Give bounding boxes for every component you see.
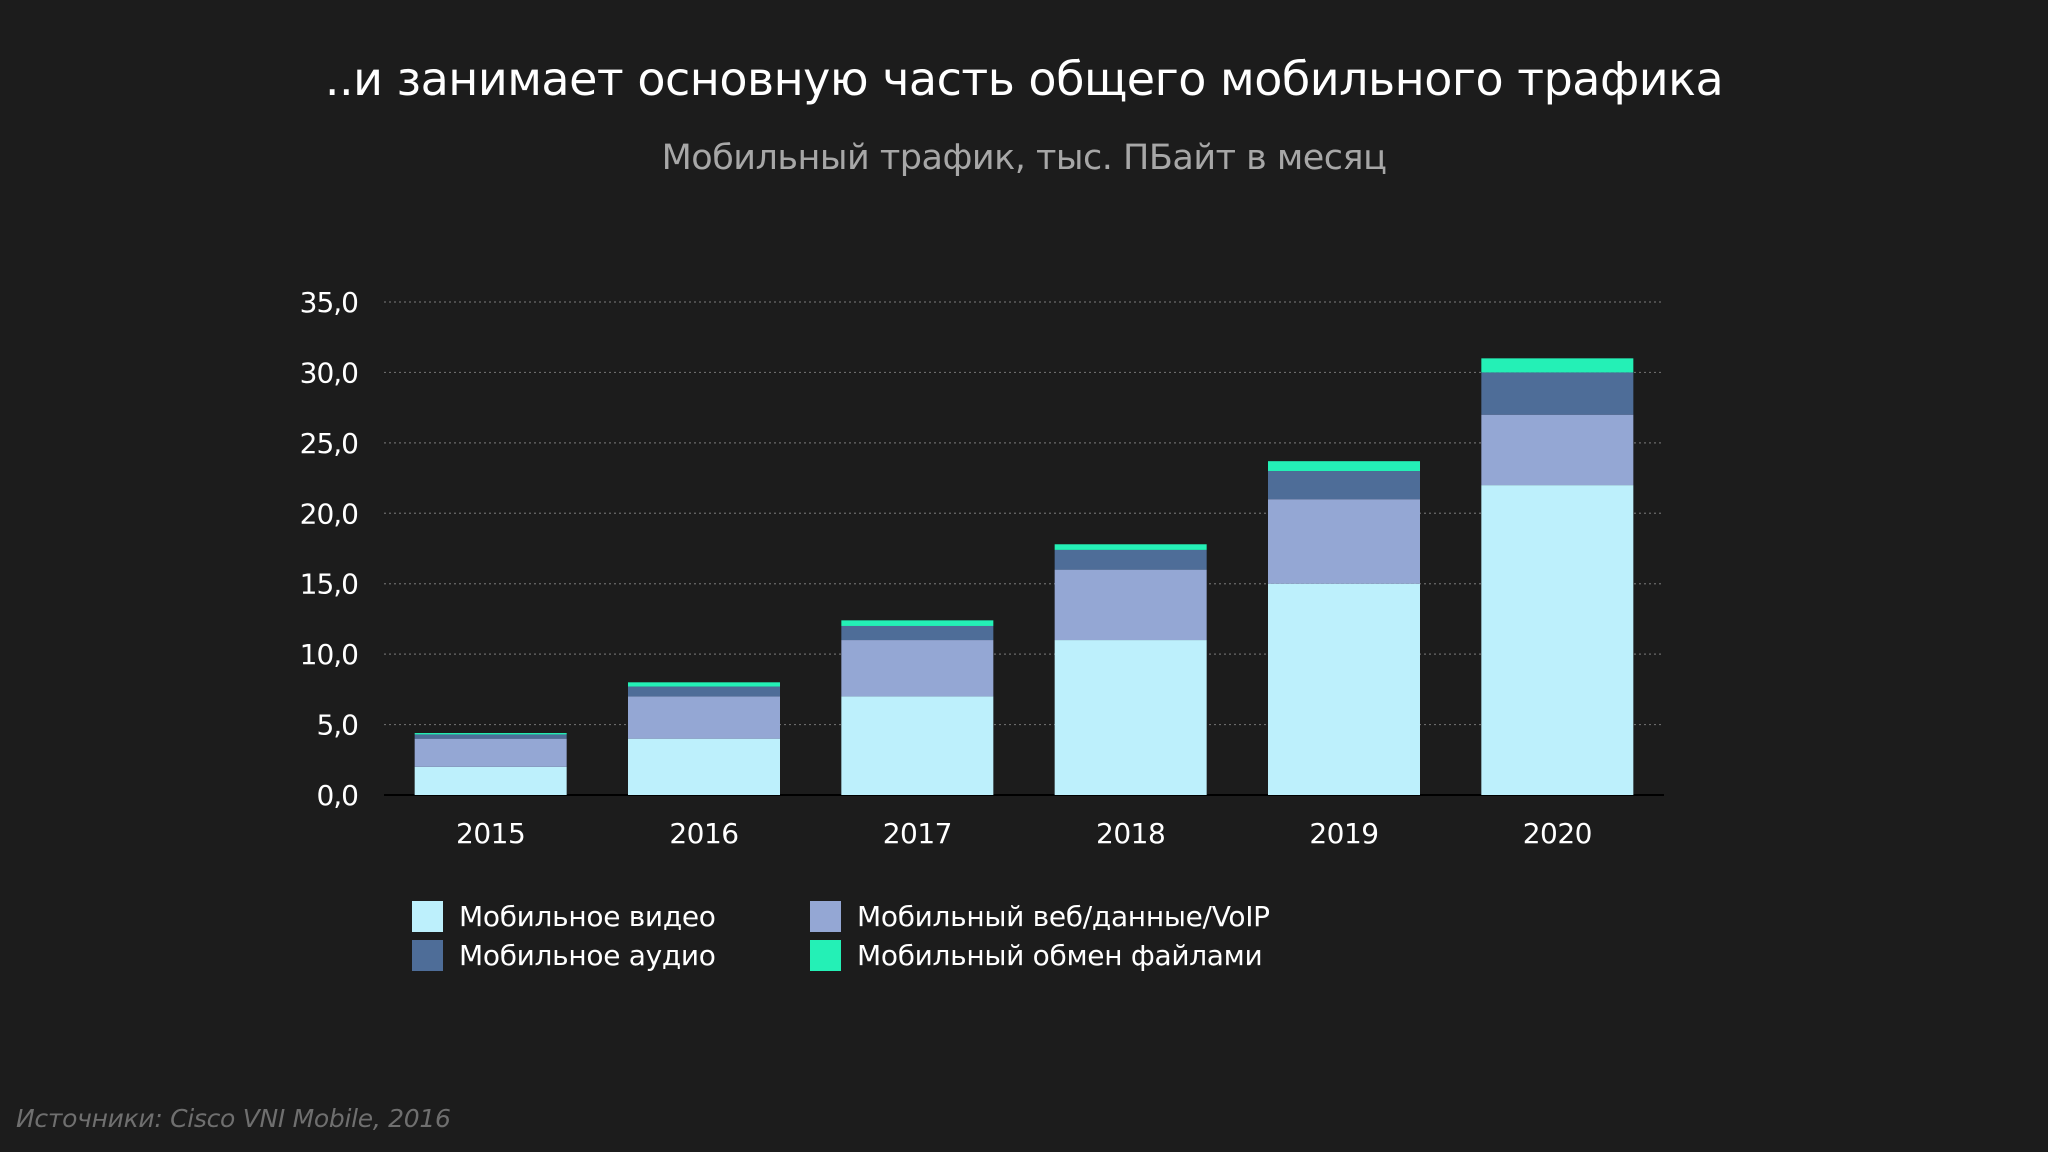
y-tick-label: 0,0 xyxy=(316,779,358,812)
legend-item-video: Мобильное видео xyxy=(412,898,716,934)
bar-segment-2016-0 xyxy=(628,738,780,795)
bar-segment-2020-0 xyxy=(1481,485,1634,795)
bar-segment-2016-2 xyxy=(628,686,780,697)
bar-segment-2019-1 xyxy=(1268,499,1420,584)
legend-label-audio: Мобильное аудио xyxy=(459,938,716,972)
bar-segment-2015-1 xyxy=(414,738,567,767)
bar-segment-2018-2 xyxy=(1054,549,1207,570)
bar-segment-2017-3 xyxy=(841,620,994,626)
x-tick-label-2020: 2020 xyxy=(1523,817,1592,850)
legend-label-files: Мобильный обмен файлами xyxy=(857,938,1263,972)
x-tick-label-2016: 2016 xyxy=(669,817,738,850)
grid-lines xyxy=(384,301,1664,796)
legend-swatch-web xyxy=(810,900,841,932)
bar-segment-2018-0 xyxy=(1054,640,1207,795)
bar-segment-2018-3 xyxy=(1054,544,1207,550)
bar-segment-2016-3 xyxy=(628,682,780,687)
bar-segment-2018-1 xyxy=(1054,569,1207,641)
bar-segment-2017-0 xyxy=(841,696,994,795)
y-axis-ticks: 0,0 5,0 10,0 15,0 20,0 25,0 30,0 35,0 xyxy=(300,286,359,812)
bar-segment-2019-2 xyxy=(1268,471,1420,500)
bar-segment-2019-0 xyxy=(1268,583,1420,795)
bar-segment-2020-3 xyxy=(1481,358,1634,373)
bar-segment-2017-2 xyxy=(841,625,994,641)
bar-segment-2020-1 xyxy=(1481,414,1634,486)
x-axis-ticks: 2015 2016 2017 2018 2019 2020 xyxy=(456,817,1592,850)
y-tick-label: 20,0 xyxy=(300,497,358,530)
x-tick-label-2019: 2019 xyxy=(1309,817,1378,850)
y-tick-label: 35,0 xyxy=(300,286,358,319)
legend-item-web: Мобильный веб/данные/VoIP xyxy=(810,898,1270,934)
bars xyxy=(414,358,1634,795)
x-tick-label-2018: 2018 xyxy=(1096,817,1165,850)
bar-segment-2015-2 xyxy=(414,734,567,739)
bar-segment-2020-2 xyxy=(1481,372,1634,415)
y-tick-label: 5,0 xyxy=(316,709,358,742)
y-tick-label: 10,0 xyxy=(300,638,358,671)
legend-label-web: Мобильный веб/данные/VoIP xyxy=(857,899,1270,933)
x-tick-label-2015: 2015 xyxy=(456,817,525,850)
bar-segment-2015-3 xyxy=(414,733,567,735)
y-tick-label: 15,0 xyxy=(300,568,358,601)
legend-label-video: Мобильное видео xyxy=(459,899,716,933)
chart-title: ..и занимает основную часть общего мобил… xyxy=(324,52,1724,106)
source-note: Источники: Cisco VNI Mobile, 2016 xyxy=(16,1104,451,1133)
y-tick-label: 25,0 xyxy=(300,427,358,460)
bar-segment-2017-1 xyxy=(841,640,994,697)
chart-subtitle: Мобильный трафик, тыс. ПБайт в месяц xyxy=(661,138,1387,178)
legend-swatch-files xyxy=(810,939,841,971)
legend-item-audio: Мобильное аудио xyxy=(412,937,716,973)
legend-swatch-video xyxy=(412,900,443,932)
bar-segment-2019-3 xyxy=(1268,461,1420,472)
bar-segment-2016-1 xyxy=(628,696,780,739)
legend-swatch-audio xyxy=(412,939,443,971)
legend-item-files: Мобильный обмен файлами xyxy=(810,937,1263,973)
y-tick-label: 30,0 xyxy=(300,356,358,389)
bar-segment-2015-0 xyxy=(414,766,567,795)
x-tick-label-2017: 2017 xyxy=(883,817,952,850)
legend: Мобильное видео Мобильное аудио Мобильны… xyxy=(412,898,1292,988)
